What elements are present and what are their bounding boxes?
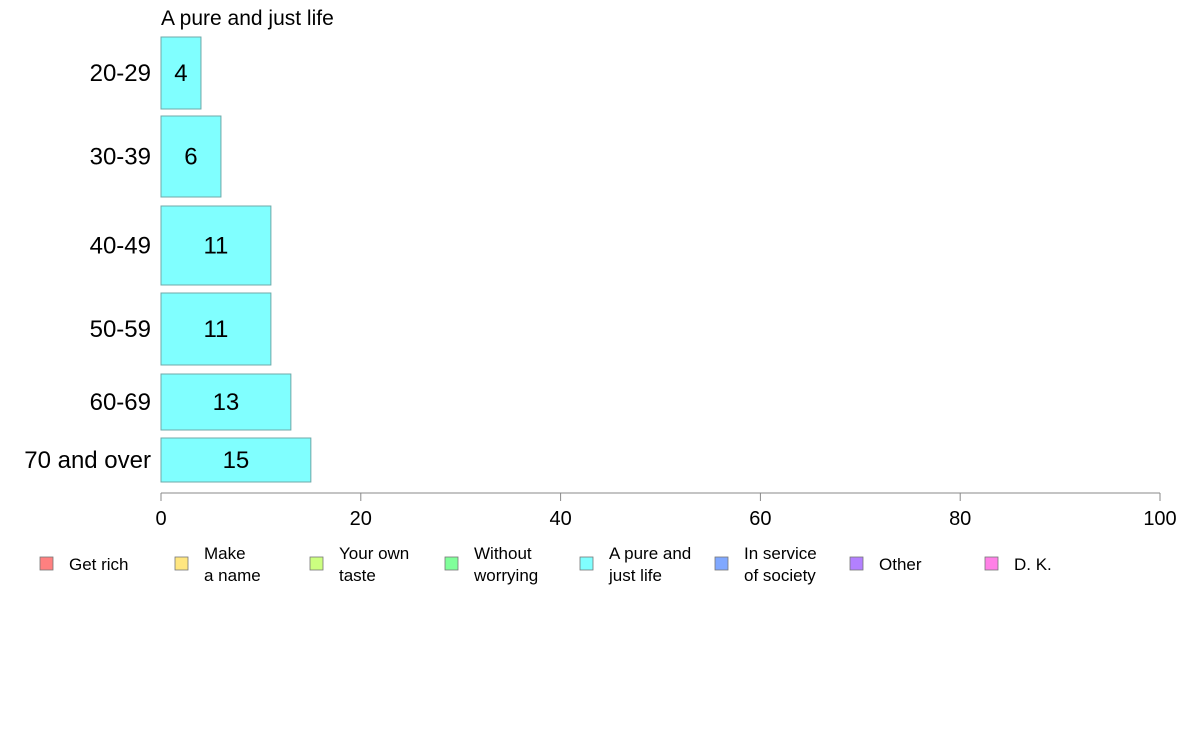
legend-swatch [39,556,54,571]
legend-swatch [174,556,189,571]
legend-label-line1: A pure and [609,544,691,563]
bar-20-29 [160,36,202,110]
bar-60-69 [160,373,292,431]
bars-group: 4 20-29 6 30-39 11 40-49 11 50-59 13 60-69 15 70 an… [24,36,312,483]
category-label: 40-49 [90,233,151,260]
legend: Get rich Make a name Your own taste Without wo… [39,544,1052,585]
legend-swatch [849,556,864,571]
category-label: 70 and over [24,447,151,474]
bar-value-label: 4 [174,60,187,87]
legend-label-line1: Make [204,544,246,563]
bar-value-label: 15 [223,447,250,474]
legend-label-line2: just life [608,566,662,585]
x-tick-label: 100 [1143,508,1176,530]
category-label: 60-69 [90,389,151,416]
x-axis: 0 20 40 60 80 100 [155,492,1177,530]
legend-label-line2: a name [204,566,261,585]
x-tick-label: 40 [549,508,571,530]
bar-value-label: 6 [184,144,197,171]
legend-swatch [714,556,729,571]
bar-40-49 [160,205,272,286]
bar-value-label: 11 [203,233,228,260]
chart-title: A pure and just life [161,7,334,30]
category-label: 20-29 [90,60,151,87]
bar-value-label: 11 [203,316,228,343]
x-tick-label: 80 [949,508,971,530]
bar-70-and-over [160,437,312,483]
x-tick-label: 60 [749,508,771,530]
x-tick-label: 0 [155,508,166,530]
legend-swatch [984,556,999,571]
legend-label-line1: Your own [339,544,409,563]
legend-label-line1: Without [474,544,532,563]
legend-swatch [309,556,324,571]
legend-label-line2: of society [744,566,816,585]
legend-label: Get rich [69,555,129,574]
legend-label-line2: taste [339,566,376,585]
x-tick-label: 20 [350,508,372,530]
category-label: 50-59 [90,316,151,343]
category-label: 30-39 [90,144,151,171]
bar-50-59 [160,292,272,366]
bar-value-label: 13 [213,389,240,416]
bar-30-39 [160,115,222,198]
legend-label-line1: In service [744,544,817,563]
legend-label-line2: worrying [473,566,538,585]
legend-swatch [444,556,459,571]
legend-label: D. K. [1014,555,1052,574]
legend-label: Other [879,555,922,574]
legend-swatch [579,556,594,571]
